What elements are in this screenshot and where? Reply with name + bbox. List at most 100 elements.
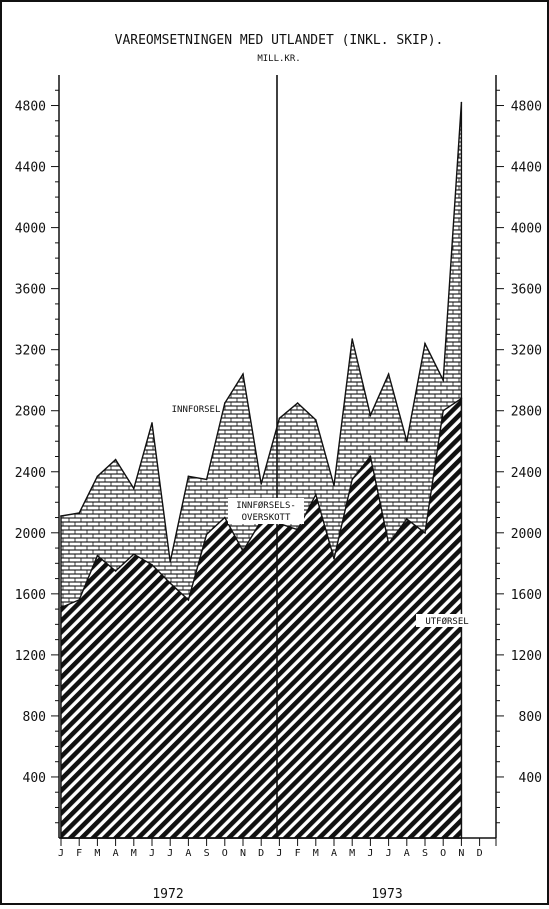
y-tick-label-left: 1600 (15, 588, 46, 603)
y-tick-label-left: 4000 (15, 222, 46, 237)
x-tick-label: J (276, 848, 282, 859)
utforsel-point (78, 599, 80, 601)
x-tick-label: D (258, 848, 264, 859)
utforsel-point (424, 532, 426, 534)
y-ticks: 400 400 800 800 1200 1200 1600 1600 2000 2000 2400… (15, 89, 542, 824)
innforsel-point (169, 561, 171, 563)
y-tick-label-right: 3200 (511, 344, 542, 359)
y-tick-label-right: 2800 (511, 405, 542, 420)
x-tick-label: A (113, 848, 119, 859)
innforsel-point (296, 402, 299, 404)
utforsel-point (296, 528, 299, 531)
innforsel-point (78, 512, 80, 514)
x-tick-label: F (76, 848, 82, 859)
y-tick-label-left: 3600 (15, 283, 46, 298)
y-tick-label-left: 800 (23, 710, 46, 725)
innforsel-point (187, 475, 190, 478)
y-tick-label-left: 2000 (15, 527, 46, 542)
innforsel-point (242, 373, 244, 375)
innforsel-point (387, 373, 390, 375)
utforsel-point (315, 493, 317, 496)
innforsel-point (96, 475, 99, 478)
x-tick-label: J (386, 848, 392, 859)
x-tick-label: J (167, 848, 173, 859)
chart-title: VAREOMSETNINGEN MED UTLANDET (INKL. SKIP… (115, 33, 444, 48)
innforsel-point (333, 484, 335, 487)
y-tick-label-right: 400 (519, 771, 542, 786)
x-tick-label: M (131, 848, 137, 859)
label-innforsel: INNFORSEL (172, 405, 221, 415)
innforsel-point (315, 419, 317, 421)
y-tick-label-right: 4800 (511, 100, 542, 115)
x-tick-label: J (149, 848, 155, 859)
y-tick-label-left: 4800 (15, 100, 46, 115)
x-tick-label: F (295, 848, 301, 859)
y-tick-label-right: 2400 (511, 466, 542, 481)
y-tick-label-right: 1200 (511, 649, 542, 664)
y-tick-label-right: 4400 (511, 161, 542, 176)
innforsel-point (278, 417, 281, 420)
x-tick-label: M (349, 848, 355, 859)
utforsel-point (242, 550, 244, 552)
y-tick-label-left: 2800 (15, 405, 46, 420)
utforsel-point (369, 455, 372, 458)
innforsel-point (406, 440, 408, 443)
innforsel-point (351, 338, 354, 340)
innforsel-point (151, 422, 153, 424)
overskott-label-bg (228, 498, 304, 524)
x-tick-label: N (458, 848, 464, 859)
x-tick-label: M (94, 848, 100, 859)
x-tick-label: S (422, 848, 428, 859)
utforsel-point (205, 533, 208, 536)
utforsel-point (187, 599, 190, 601)
x-tick-label: D (477, 848, 483, 859)
utforsel-point (60, 606, 62, 609)
y-tick-label-right: 4000 (511, 222, 542, 237)
innforsel-point (60, 515, 62, 517)
label-overskott-line1: INNFØRSELS- (236, 500, 296, 511)
utforsel-point (442, 409, 445, 412)
innforsel-point (424, 342, 426, 345)
utforsel-point (133, 553, 135, 555)
x-tick-label: N (240, 848, 246, 859)
y-tick-label-right: 2000 (511, 527, 542, 542)
x-tick-label: O (440, 848, 446, 859)
utforsel-point (406, 518, 408, 520)
label-utforsel: UTFØRSEL (425, 616, 468, 627)
utforsel-point (169, 582, 171, 584)
chart-subtitle: MILL.KR. (257, 54, 300, 64)
x-tick-label: J (367, 848, 373, 859)
x-tick-label: M (313, 848, 319, 859)
x-tick-label: J (58, 848, 64, 859)
x-tick-label: A (185, 848, 191, 859)
utforsel-point (151, 564, 153, 566)
y-tick-label-right: 1600 (511, 588, 542, 603)
utforsel-point (96, 554, 99, 557)
y-tick-label-right: 3600 (511, 283, 542, 298)
area-layer (60, 101, 463, 839)
utforsel-point (387, 542, 390, 545)
innforsel-point (133, 487, 135, 490)
innforsel-point (224, 402, 226, 404)
year-label-1973: 1973 (371, 887, 402, 902)
utforsel-point (460, 397, 463, 400)
x-tick-label: O (222, 848, 228, 859)
y-tick-label-left: 400 (23, 771, 46, 786)
utforsel-label-bg (416, 614, 478, 627)
y-tick-label-right: 800 (519, 710, 542, 725)
innforsel-point (369, 414, 372, 417)
innforsel-point (260, 483, 263, 485)
utforsel-point (333, 557, 335, 560)
utforsel-point (224, 516, 226, 519)
y-tick-label-left: 1200 (15, 649, 46, 664)
innforsel-point (114, 458, 117, 461)
x-tick-label: A (404, 848, 410, 859)
y-tick-label-left: 2400 (15, 466, 46, 481)
utforsel-point (351, 478, 354, 481)
year-label-1972: 1972 (152, 887, 183, 902)
innforsel-point (460, 101, 463, 104)
utforsel-point (114, 570, 117, 572)
